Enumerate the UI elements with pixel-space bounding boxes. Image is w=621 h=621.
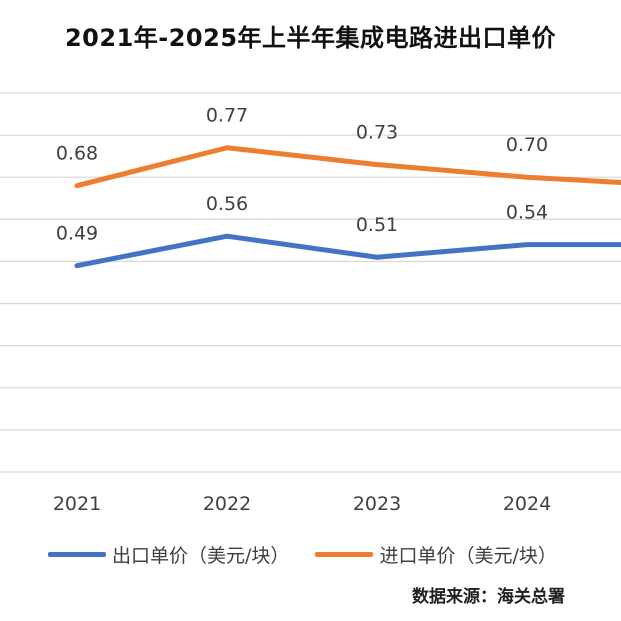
legend-swatch-import [315,552,374,557]
data-label: 0.51 [356,214,398,236]
legend-label-import: 进口单价（美元/块） [379,545,557,567]
legend-item-import: 进口单价（美元/块） [315,541,557,568]
x-tick-label: 2021 [53,493,101,515]
data-label: 0.56 [206,193,248,215]
data-label: 0.70 [506,134,548,156]
data-label: 0.73 [356,122,398,144]
legend-swatch-export [48,552,106,557]
data-label: 0.68 [56,143,98,165]
legend-item-export: 出口单价（美元/块） [48,541,289,568]
x-tick-label: 2022 [203,493,251,515]
data-label: 0.49 [56,223,98,245]
x-tick-label: 2024 [503,493,551,515]
legend-label-export: 出口单价（美元/块） [112,545,290,567]
x-tick-label: 2023 [353,493,401,515]
chart-title: 2021年-2025年上半年集成电路进出口单价 [64,24,557,52]
source-note: 数据来源：海关总署 [412,587,565,607]
data-label: 0.77 [206,105,248,127]
legend: 出口单价（美元/块） 进口单价（美元/块） [48,540,621,568]
data-label: 0.54 [506,202,548,224]
